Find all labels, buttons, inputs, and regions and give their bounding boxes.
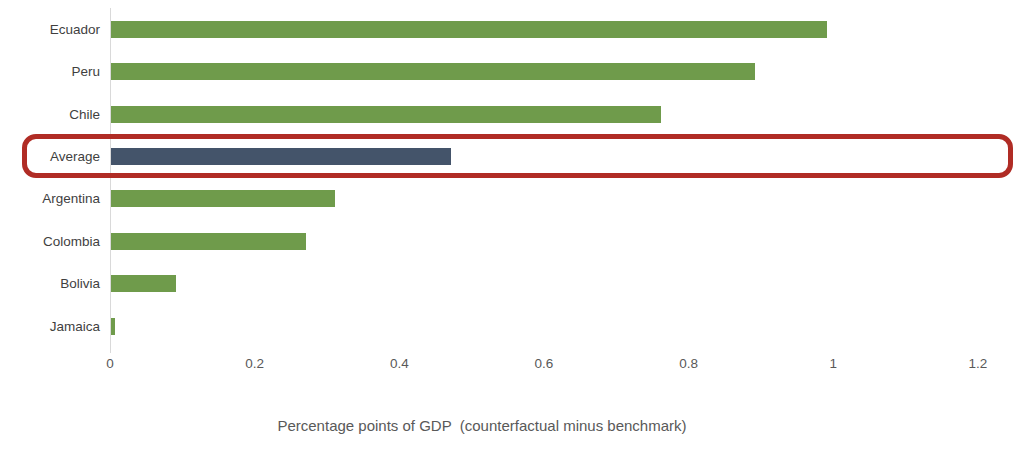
category-label: Chile	[0, 106, 100, 123]
category-label: Jamaica	[0, 318, 100, 335]
bar	[111, 275, 176, 292]
x-tick-label: 0.2	[245, 356, 264, 371]
x-axis-zero-tick	[110, 347, 111, 353]
x-tick-label: 1	[830, 356, 838, 371]
bar	[111, 21, 827, 38]
x-tick-label: 0.6	[535, 356, 554, 371]
bar	[111, 318, 115, 335]
x-tick-label: 1.2	[969, 356, 988, 371]
bar	[111, 190, 335, 207]
x-tick-label: 0	[106, 356, 114, 371]
category-label: Colombia	[0, 233, 100, 250]
x-tick-label: 0.4	[390, 356, 409, 371]
category-label: Ecuador	[0, 21, 100, 38]
category-label: Peru	[0, 63, 100, 80]
x-axis-title: Percentage points of GDP (counterfactual…	[0, 417, 964, 434]
x-tick-label: 0.8	[679, 356, 698, 371]
average-highlight-box	[22, 134, 1013, 178]
category-label: Argentina	[0, 190, 100, 207]
category-label: Bolivia	[0, 275, 100, 292]
bar	[111, 106, 661, 123]
bar	[111, 63, 755, 80]
bar-chart: EcuadorPeruChileAverageArgentinaColombia…	[0, 0, 1024, 449]
bar	[111, 233, 306, 250]
